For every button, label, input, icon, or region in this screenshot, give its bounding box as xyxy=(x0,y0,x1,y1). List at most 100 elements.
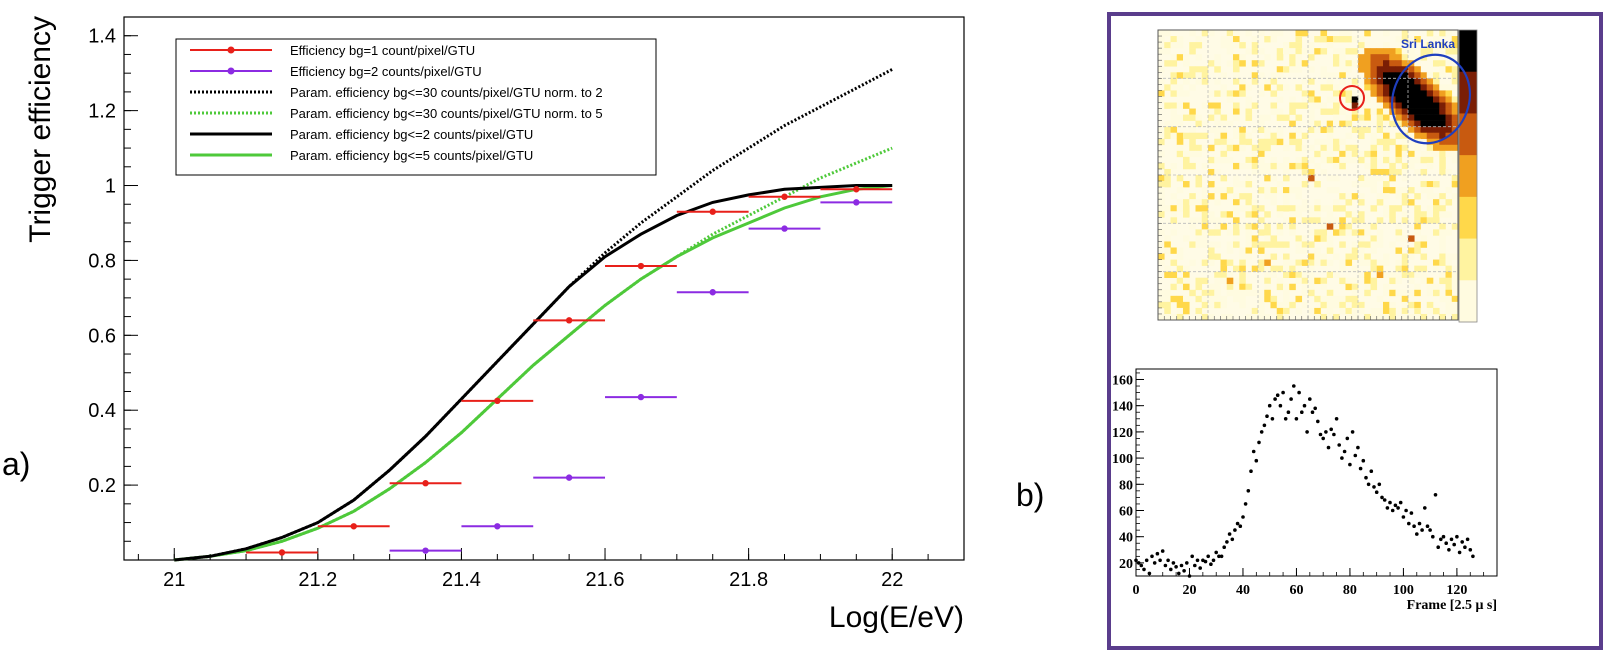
heatmap-cell xyxy=(1233,162,1240,170)
heatmap-cell xyxy=(1339,301,1346,309)
heatmap-cell xyxy=(1251,48,1259,55)
heatmap-cell xyxy=(1183,271,1190,279)
heatmap-cell xyxy=(1270,90,1278,97)
heatmap-cell xyxy=(1301,283,1309,291)
heatmap-cell xyxy=(1270,132,1278,140)
heatmap-cell xyxy=(1308,48,1315,55)
heatmap-cell xyxy=(1220,84,1228,91)
heatmap-cell xyxy=(1433,90,1440,97)
signal-point xyxy=(1382,498,1387,502)
heatmap-cell xyxy=(1351,277,1359,285)
heatmap-cell xyxy=(1370,48,1378,55)
y-tick-label: 0.6 xyxy=(88,325,116,347)
heatmap-cell xyxy=(1364,90,1371,97)
heatmap-cell xyxy=(1295,84,1303,91)
heatmap-cell xyxy=(1283,295,1290,303)
heatmap-cell xyxy=(1208,211,1215,218)
heatmap-cell xyxy=(1358,175,1365,182)
heatmap-cell xyxy=(1439,193,1446,200)
signal-point xyxy=(1265,414,1269,419)
heatmap-cell xyxy=(1383,48,1390,55)
heatmap-cell xyxy=(1451,301,1459,309)
heatmap-cell xyxy=(1233,60,1240,67)
heatmap-cell xyxy=(1276,126,1284,134)
signal-plot-frame xyxy=(1135,368,1498,577)
heatmap-cell xyxy=(1414,229,1421,236)
heatmap-cell xyxy=(1376,66,1384,73)
heatmap-cell xyxy=(1333,271,1340,279)
heatmap-cell xyxy=(1345,313,1353,321)
heatmap-cell xyxy=(1376,120,1384,127)
signal-point xyxy=(1136,561,1141,565)
heatmap-cell xyxy=(1320,48,1328,55)
heatmap-cell xyxy=(1420,150,1428,158)
heatmap-cell xyxy=(1301,102,1309,109)
heatmap-cell xyxy=(1270,253,1278,260)
heatmap-cell xyxy=(1170,126,1178,134)
data-point xyxy=(494,397,501,405)
heatmap-cell xyxy=(1351,241,1359,248)
heatmap-cell xyxy=(1445,120,1453,127)
heatmap-cell xyxy=(1426,30,1434,37)
heatmap-cell xyxy=(1426,289,1434,297)
heatmap-cell xyxy=(1233,295,1240,303)
signal-point xyxy=(1348,462,1352,467)
heatmap-cell xyxy=(1314,259,1321,266)
heatmap-cell xyxy=(1401,193,1409,200)
heatmap-cell xyxy=(1414,265,1421,272)
heatmap-cell xyxy=(1339,30,1346,37)
signal-point xyxy=(1160,549,1165,553)
heatmap-cell xyxy=(1370,181,1378,188)
signal-point xyxy=(1316,419,1320,424)
heatmap-cell xyxy=(1408,66,1415,73)
heatmap-cell xyxy=(1451,78,1459,85)
heatmap-cell xyxy=(1214,132,1221,140)
heatmap-cell xyxy=(1208,193,1215,200)
heatmap-cell xyxy=(1283,193,1290,200)
heatmap-cell xyxy=(1220,271,1228,279)
heatmap-cell xyxy=(1395,265,1403,272)
heatmap-cell xyxy=(1283,289,1290,297)
heatmap-cell xyxy=(1339,120,1346,127)
heatmap-cell xyxy=(1383,42,1390,49)
heatmap-cell xyxy=(1383,54,1390,61)
heatmap-cell xyxy=(1214,223,1221,230)
heatmap-cell xyxy=(1239,259,1246,266)
heatmap-cell xyxy=(1364,48,1371,55)
heatmap-cell xyxy=(1176,144,1184,152)
signal-point xyxy=(1345,436,1350,441)
heatmap-cell xyxy=(1214,90,1221,97)
heatmap-cell xyxy=(1333,102,1340,109)
heatmap-cell xyxy=(1320,102,1328,109)
heatmap-cell xyxy=(1445,295,1453,303)
heatmap-cell xyxy=(1264,54,1271,61)
heatmap-cell xyxy=(1301,247,1309,254)
heatmap-cell xyxy=(1295,156,1303,164)
y-tick-label: 80 xyxy=(1119,478,1133,493)
heatmap-cell xyxy=(1401,271,1409,279)
heatmap-cell xyxy=(1251,289,1259,297)
heatmap-cell xyxy=(1376,84,1384,91)
heatmap-cell xyxy=(1158,187,1165,194)
heatmap-cell xyxy=(1326,72,1334,79)
heatmap-cell xyxy=(1426,120,1434,127)
heatmap-cell xyxy=(1320,217,1328,224)
heatmap-cell xyxy=(1389,277,1396,285)
signal-point xyxy=(1190,554,1194,559)
heatmap-cell xyxy=(1239,144,1246,152)
heatmap-cell xyxy=(1214,199,1221,206)
bright-pixel xyxy=(1408,235,1415,242)
heatmap-cell xyxy=(1301,259,1309,266)
heatmap-cell xyxy=(1176,84,1184,91)
heatmap-cell xyxy=(1258,144,1265,152)
heatmap-cell xyxy=(1170,42,1178,49)
heatmap-cell xyxy=(1364,114,1371,121)
heatmap-cell xyxy=(1226,283,1234,291)
heatmap-cell xyxy=(1383,78,1390,85)
x-tick-label: 60 xyxy=(1289,583,1303,598)
heatmap-cell xyxy=(1158,241,1165,248)
heatmap-cell xyxy=(1451,66,1459,73)
heatmap-cell xyxy=(1226,42,1234,49)
heatmap-cell xyxy=(1345,132,1353,140)
heatmap-cell xyxy=(1295,241,1303,248)
